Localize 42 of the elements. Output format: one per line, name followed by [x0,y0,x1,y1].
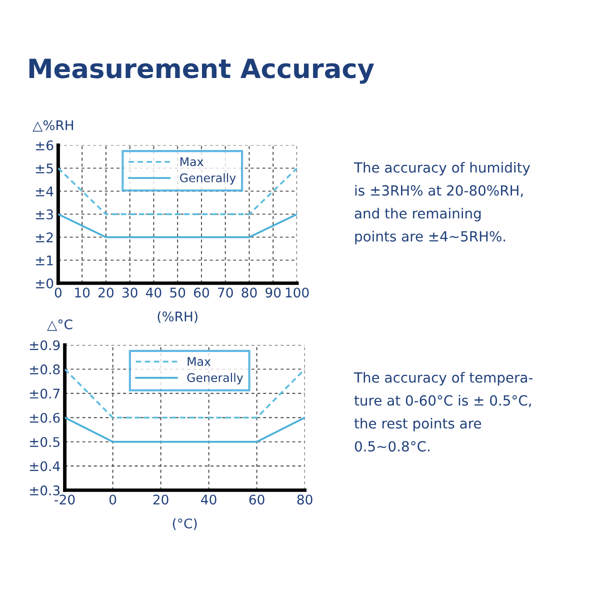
x-tick-label: 80 [242,288,257,298]
y-tick-label: ±0.7 [30,388,60,399]
y-tick-label: ±0.6 [30,412,60,423]
y-tick-label: ±6 [36,140,54,150]
chart-title: Measurement Accuracy [29,58,374,84]
legend-label: Generally [180,173,236,185]
x-tick-label: 60 [249,494,264,505]
x-tick-label: 100 [286,288,309,298]
legend-label: Generally [187,372,244,384]
y-tick-label: ±0.3 [30,485,60,496]
x-tick-label: 0 [109,494,116,505]
y-tick-label: ±1 [36,256,53,266]
y-axis-title: △%RH [32,120,74,132]
x-tick-label: 40 [146,288,162,298]
text: The accuracy of tempera- ture at 0-60°C is ± 0.5°C, the rest points are 0.5~0.8°C. [354,372,533,452]
x-tick-label: 50 [170,288,186,298]
y-tick-label: ±0.9 [30,340,60,350]
y-tick-label: ±4 [36,186,54,196]
y-tick-label: ±0.5 [30,437,60,447]
x-tick-label: 0 [54,288,62,298]
x-axis-title: (°C) [172,518,197,530]
y-tick-label: ±3 [36,209,53,220]
y-axis-title: △°C [47,319,72,331]
y-tick-label: ±0.8 [30,364,60,374]
x-tick-label: 10 [75,288,90,298]
x-tick-label: 20 [98,288,114,298]
text: The accuracy of humidity is ±3RH% at 20-80%RH, and the remaining points are ±4~5RH%. [354,162,530,244]
x-tick-label: 40 [201,494,216,505]
x-tick-label: -20 [54,494,75,505]
legend-label: Max [188,357,211,366]
legend-label: Max [180,157,204,166]
x-tick-label: 80 [297,494,312,505]
x-tick-label: 70 [218,288,233,298]
x-tick-label: 90 [266,288,281,298]
y-tick-label: ±2 [36,232,53,242]
y-tick-label: ±0 [36,278,54,288]
x-tick-label: 60 [194,288,209,298]
y-tick-label: ±0.4 [30,461,60,472]
y-tick-label: ±5 [36,164,53,174]
x-axis-title: (%RH) [158,311,198,324]
x-tick-label: 30 [122,288,138,298]
x-tick-label: 20 [153,494,168,505]
